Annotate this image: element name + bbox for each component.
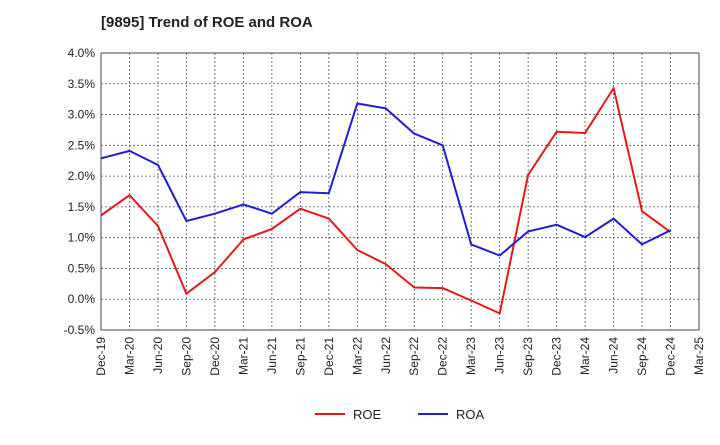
y-tick-label: 1.0% (68, 231, 96, 245)
y-tick-label: 0.5% (68, 261, 96, 275)
series-line-roe (100, 87, 672, 315)
x-tick-label: Dec-20 (208, 337, 222, 376)
y-tick-label: 3.5% (68, 77, 96, 91)
x-tick-label: Mar-22 (350, 337, 364, 375)
y-tick-label: -0.5% (64, 323, 96, 337)
x-tick-label: Sep-21 (293, 337, 307, 376)
y-tick-label: 2.0% (68, 169, 96, 183)
x-tick-label: Jun-24 (607, 337, 621, 374)
x-tick-label: Jun-21 (265, 337, 279, 374)
x-tick-label: Jun-22 (379, 337, 393, 374)
x-tick-label: Sep-22 (407, 337, 421, 376)
y-tick-label: 2.5% (68, 138, 96, 152)
legend-label-roa: ROA (456, 407, 485, 422)
x-tick-label: Sep-20 (179, 337, 193, 376)
x-tick-label: Mar-24 (578, 337, 592, 375)
x-tick-label: Jun-20 (151, 337, 165, 374)
y-tick-label: 4.0% (68, 46, 96, 60)
x-tick-label: Mar-20 (122, 337, 136, 375)
plot-border (100, 52, 700, 331)
series-line-roa (100, 102, 671, 257)
chart-title: [9895] Trend of ROE and ROA (101, 14, 313, 31)
y-tick-label: 0.0% (68, 292, 96, 306)
x-tick-label: Sep-23 (521, 337, 535, 376)
x-tick-label: Sep-24 (635, 337, 649, 376)
x-tick-label: Dec-23 (550, 337, 564, 376)
x-tick-label: Jun-23 (493, 337, 507, 374)
x-tick-label: Mar-21 (236, 337, 250, 375)
x-tick-label: Dec-22 (436, 337, 450, 376)
x-tick-label: Mar-23 (464, 337, 478, 375)
y-tick-label: 3.0% (68, 108, 96, 122)
y-tick-label: 1.5% (68, 200, 96, 214)
x-tick-label: Dec-19 (94, 337, 108, 376)
legend-label-roe: ROE (353, 407, 382, 422)
x-tick-label: Dec-21 (322, 337, 336, 376)
x-tick-label: Dec-24 (664, 337, 678, 376)
x-tick-label: Mar-25 (692, 337, 706, 375)
